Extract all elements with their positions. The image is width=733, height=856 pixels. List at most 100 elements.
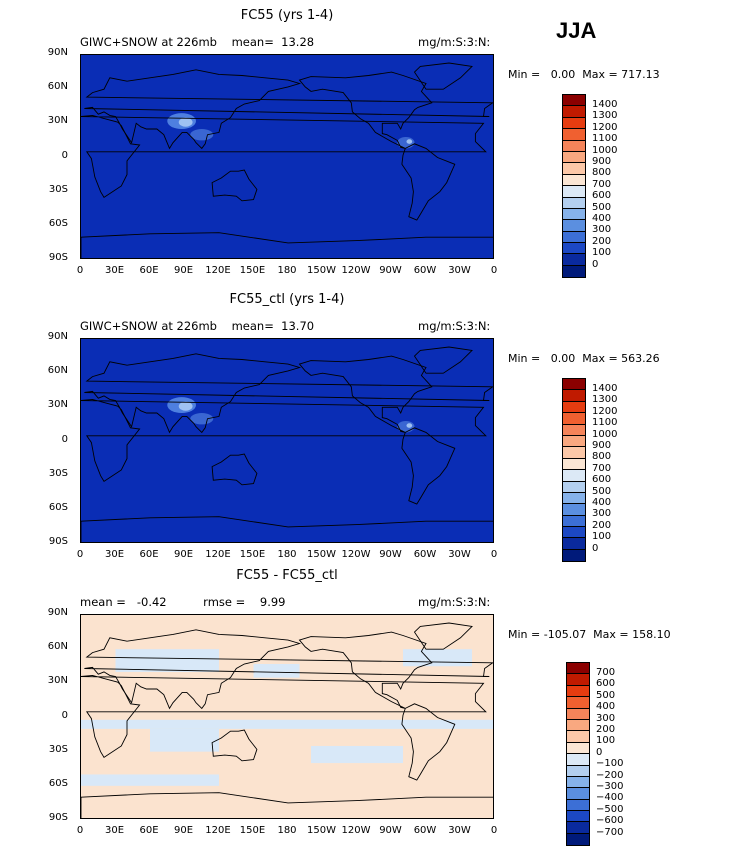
longitude-tick-label: 150E <box>239 549 266 560</box>
colorbar-label: 200 <box>592 235 612 247</box>
colorbar-swatch <box>563 504 585 516</box>
colorbar-label: 100 <box>592 247 612 259</box>
coastline <box>81 792 493 818</box>
panel-title: FC55_ctl (yrs 1-4) <box>229 292 345 307</box>
latitude-tick-label: 90S <box>48 536 68 547</box>
colorbar-swatch <box>563 129 585 141</box>
coastline <box>413 62 473 90</box>
colorbar-label: 200 <box>596 724 616 735</box>
colorbar-label: −500 <box>596 803 624 815</box>
colorbar-swatch <box>567 776 589 789</box>
coastline <box>81 674 487 759</box>
colorbar-swatch <box>563 95 585 107</box>
negative-anomaly-region <box>81 719 493 729</box>
longitude-tick-label: 90E <box>173 265 194 276</box>
colorbar-swatch <box>563 174 585 187</box>
colorbar-label: 700 <box>596 667 616 678</box>
colorbar-swatch <box>563 481 585 493</box>
latitude-tick-label: 60S <box>48 777 68 789</box>
ice-water-maximum-region <box>190 413 214 425</box>
longitude-tick-label: 60E <box>139 549 159 560</box>
colorbar-label: 600 <box>592 474 612 486</box>
latitude-tick-label: 0 <box>61 433 68 445</box>
colorbar-swatch <box>567 674 589 686</box>
colorbar <box>562 94 586 279</box>
colorbar-label: 900 <box>592 156 612 167</box>
min-max-readout: Min = 0.00 Max = 563.26 <box>508 352 660 365</box>
colorbar-label: 0 <box>592 542 599 554</box>
panel-info-left: GIWC+SNOW at 226mb mean= 13.28 <box>80 35 315 49</box>
colorbar-label: 100 <box>592 531 612 543</box>
panel-title: FC55 (yrs 1-4) <box>240 8 334 23</box>
longitude-tick-label: 30W <box>448 825 471 836</box>
coastline <box>211 453 258 486</box>
ice-water-maximum-region <box>397 421 415 433</box>
latitude-tick-label: 90N <box>47 331 68 342</box>
longitude-tick-label: 30W <box>448 549 471 560</box>
colorbar-label: 1100 <box>592 133 618 145</box>
colorbar-swatch <box>563 401 585 414</box>
colorbar-swatch <box>567 754 589 766</box>
longitude-tick-label: 120E <box>205 549 231 560</box>
colorbar-label: 400 <box>592 213 612 224</box>
colorbar-swatch <box>567 788 589 800</box>
map-panel <box>80 338 494 543</box>
coastline <box>81 516 493 542</box>
colorbar-swatch <box>567 708 589 720</box>
coastline <box>211 729 258 762</box>
longitude-tick-label: 0 <box>490 265 498 276</box>
map-background <box>81 339 493 542</box>
colorbar-label: −300 <box>596 781 624 792</box>
colorbar-swatch <box>563 435 585 448</box>
colorbar-label: 1300 <box>592 110 618 122</box>
longitude-tick-label: 90W <box>379 265 402 276</box>
map-panel <box>80 614 494 819</box>
colorbar-label: −400 <box>596 792 624 804</box>
colorbar-swatch <box>563 390 585 402</box>
colorbar-swatch <box>563 515 585 528</box>
colorbar-swatch <box>567 697 589 709</box>
coastline <box>211 169 258 202</box>
colorbar-swatch <box>563 208 585 221</box>
latitude-tick-label: 30N <box>47 675 68 687</box>
latitude-tick-label: 30S <box>48 183 68 195</box>
colorbar-swatch <box>567 685 589 698</box>
map-svg <box>81 615 493 818</box>
coastline <box>84 353 493 434</box>
longitude-tick-label: 120W <box>341 549 371 560</box>
colorbar-label: −100 <box>596 758 624 770</box>
longitude-tick-label: 180 <box>277 265 297 276</box>
panel-title: FC55 - FC55_ctl <box>236 568 338 583</box>
colorbar-label: 1100 <box>592 417 618 429</box>
longitude-tick-label: 120W <box>341 265 371 276</box>
coastline <box>401 427 456 505</box>
longitude-tick-label: 120W <box>341 825 371 836</box>
colorbar-label: 1200 <box>592 121 618 133</box>
longitude-tick-label: 0 <box>490 549 498 560</box>
colorbar-label: 300 <box>592 224 612 236</box>
colorbar-label: 1400 <box>592 383 618 394</box>
ice-water-maximum-region <box>406 139 413 144</box>
colorbar-swatch <box>567 731 589 743</box>
negative-anomaly-region <box>403 649 472 667</box>
colorbar-swatch <box>563 447 585 459</box>
colorbar-label: 1400 <box>592 99 618 110</box>
longitude-tick-label: 30E <box>104 265 125 276</box>
panel-units: mg/m:S:3:N: <box>418 595 491 609</box>
latitude-tick-label: 90N <box>47 607 68 618</box>
panel-info-left: GIWC+SNOW at 226mb mean= 13.70 <box>80 319 315 333</box>
colorbar-swatch <box>567 833 589 846</box>
latitude-tick-label: 90N <box>47 47 68 58</box>
negative-anomaly-region <box>150 728 219 752</box>
colorbar-swatch <box>563 424 585 436</box>
latitude-tick-label: 30S <box>48 743 68 755</box>
colorbar-swatch <box>567 822 589 834</box>
longitude-tick-label: 60W <box>413 265 437 276</box>
negative-anomaly-region <box>253 663 300 678</box>
panel-units: mg/m:S:3:N: <box>418 319 491 333</box>
latitude-tick-label: 0 <box>61 149 68 161</box>
colorbar-label: 400 <box>592 497 612 508</box>
longitude-tick-label: 0 <box>76 825 84 836</box>
longitude-tick-label: 0 <box>76 549 84 560</box>
colorbar-label: 700 <box>592 462 612 474</box>
